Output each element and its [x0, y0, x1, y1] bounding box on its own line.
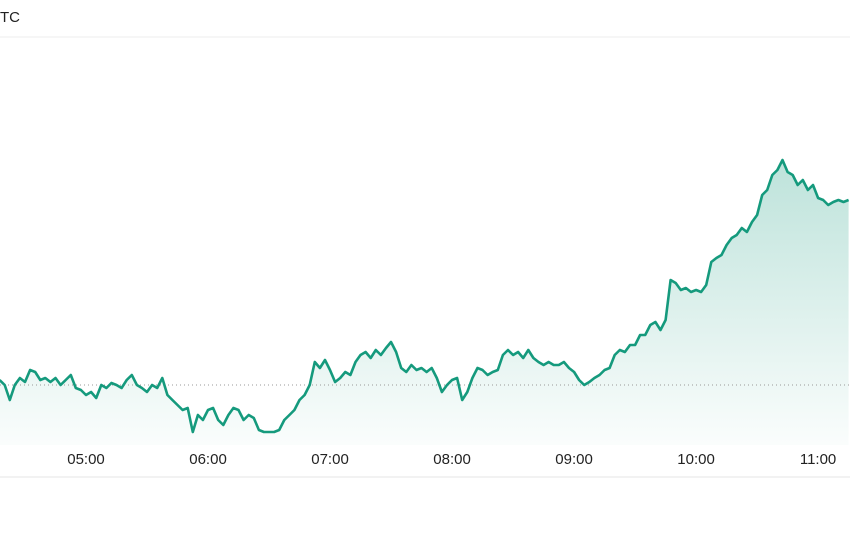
area [0, 160, 849, 445]
chart-title: TC [0, 9, 20, 26]
x-tick-label: 08:00 [433, 451, 471, 468]
x-tick-label: 09:00 [555, 451, 593, 468]
x-tick-label: 10:00 [677, 451, 715, 468]
x-tick-label: 05:00 [67, 451, 105, 468]
x-tick-label: 07:00 [311, 451, 349, 468]
x-tick-label: 11:00 [800, 451, 836, 468]
price-line [0, 158, 850, 434]
x-tick-label: 06:00 [189, 451, 227, 468]
